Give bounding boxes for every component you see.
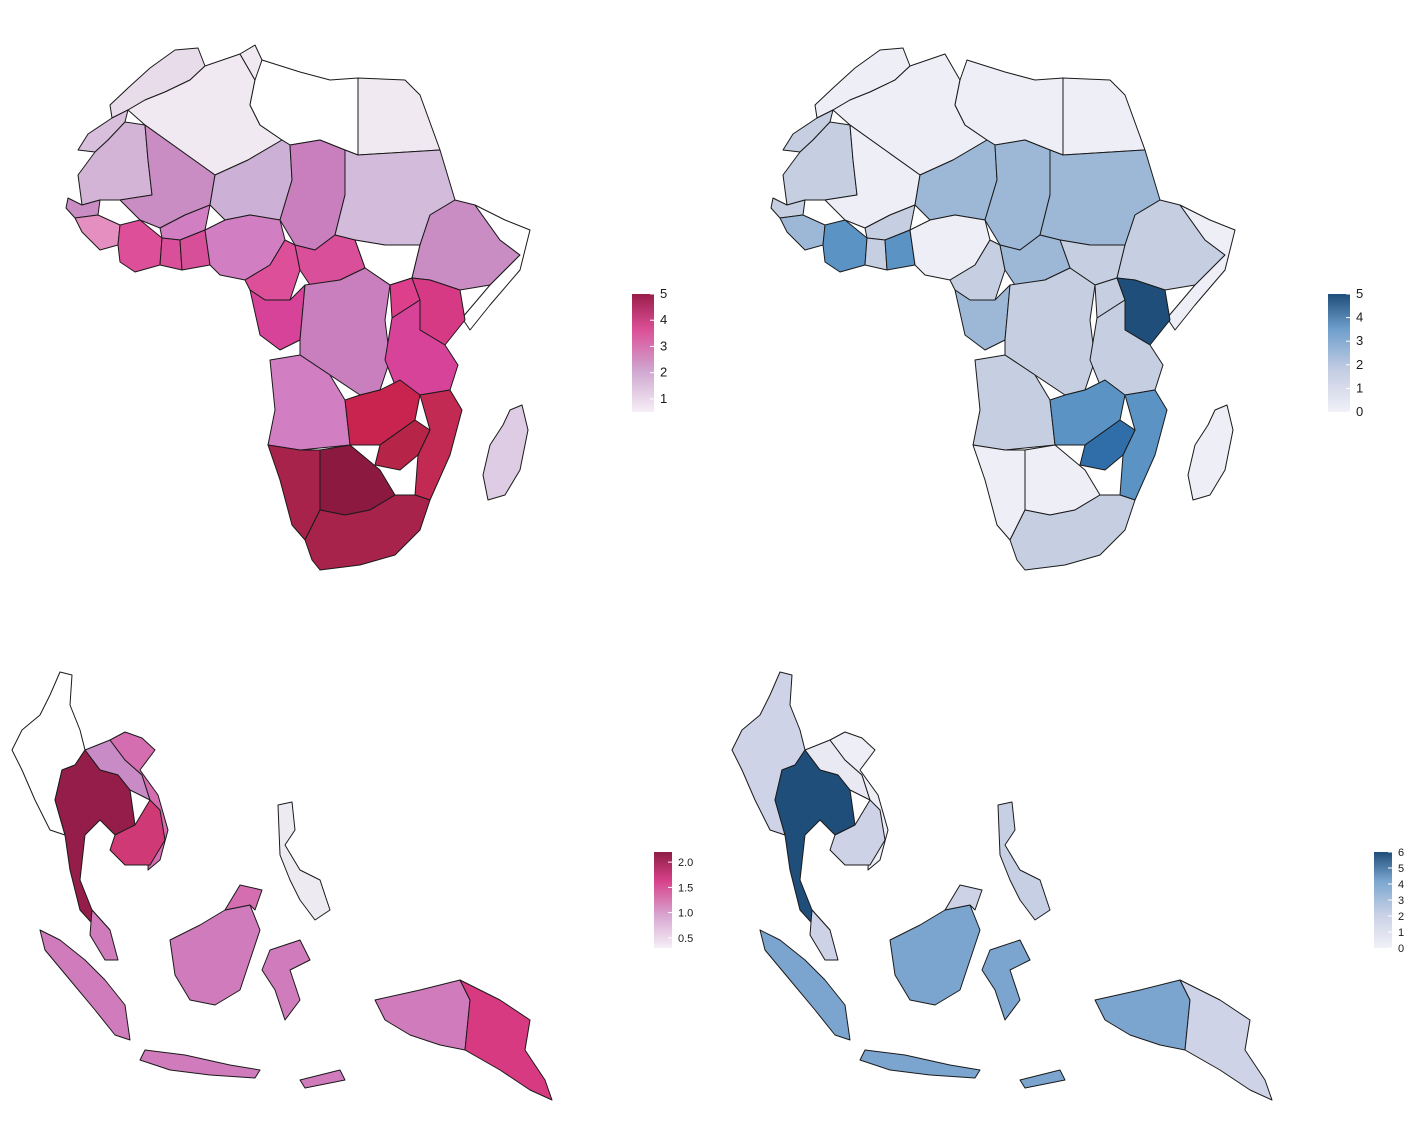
- legend-tick-label: 5: [1356, 286, 1363, 301]
- country-drc: [1004, 267, 1096, 396]
- africa-pink-countries: [65, 44, 531, 571]
- country-south-africa: [304, 494, 431, 571]
- country-png: [1179, 979, 1273, 1101]
- country-timor: [1019, 1069, 1066, 1089]
- country-sulawesi: [981, 939, 1031, 1021]
- country-drc: [299, 267, 391, 396]
- country-guinea: [74, 214, 121, 251]
- map-panel-africa-pink: 5 4 3 2 1: [0, 0, 700, 590]
- legend-ticks: 5 4 3 2 1: [650, 286, 667, 406]
- country-ghana: [864, 237, 888, 271]
- africa-pink-legend: 5 4 3 2 1: [632, 286, 667, 412]
- country-somalia: [1166, 204, 1236, 331]
- country-tanzania: [384, 299, 459, 396]
- africa-pink-map: 5 4 3 2 1: [65, 44, 667, 571]
- africa-blue-map: 5 4 3 2 1 0: [770, 47, 1363, 571]
- legend-tick-label: 4: [1356, 310, 1363, 325]
- legend-tick-label: 0: [1398, 943, 1404, 955]
- country-java: [859, 1049, 981, 1079]
- legend-tick-label: 2: [660, 365, 667, 380]
- legend-ticks: 2.0 1.5 1.0 0.5: [668, 857, 693, 945]
- country-philippines: [997, 801, 1051, 921]
- country-egypt: [357, 77, 441, 156]
- legend-tick-label: 4: [1398, 879, 1404, 891]
- country-papua-indonesia: [374, 979, 471, 1051]
- country-guinea: [779, 214, 826, 251]
- sea-blue-legend: 6 5 4 3 2 1 0: [1374, 847, 1404, 955]
- legend-tick-label: 4: [660, 312, 667, 327]
- map-panel-sea-pink: 2.0 1.5 1.0 0.5: [0, 660, 700, 1136]
- legend-colorbar: [1374, 852, 1392, 948]
- sea-pink-countries: [11, 671, 553, 1101]
- country-sabah: [944, 884, 983, 911]
- country-sabah: [224, 884, 263, 911]
- legend-tick-label: 2: [1356, 357, 1363, 372]
- legend-tick-label: 5: [1398, 863, 1404, 875]
- legend-colorbar: [1328, 294, 1350, 412]
- country-south-africa: [1009, 494, 1136, 571]
- sea-blue-map: 6 5 4 3 2 1 0: [731, 671, 1404, 1101]
- sea-blue-countries: [731, 671, 1273, 1101]
- legend-tick-label: 0: [1356, 404, 1363, 419]
- legend-tick-label: 3: [1398, 895, 1404, 907]
- legend-tick-label: 2: [1398, 911, 1404, 923]
- country-zimbabwe: [1079, 419, 1136, 471]
- legend-tick-label: 1: [1398, 927, 1404, 939]
- country-cambodia: [109, 799, 166, 866]
- legend-colorbar: [654, 852, 672, 948]
- legend-tick-label: 1.5: [678, 882, 693, 894]
- country-malaysia-peninsula: [809, 909, 839, 961]
- map-panel-sea-blue: 6 5 4 3 2 1 0: [700, 660, 1418, 1136]
- country-png: [459, 979, 553, 1101]
- country-sumatra: [39, 929, 131, 1041]
- country-sulawesi: [261, 939, 311, 1021]
- country-timor: [299, 1069, 346, 1089]
- legend-tick-label: 2.0: [678, 857, 693, 869]
- legend-tick-label: 1.0: [678, 908, 693, 920]
- country-zimbabwe: [374, 419, 431, 471]
- country-java: [139, 1049, 261, 1079]
- sea-pink-legend: 2.0 1.5 1.0 0.5: [654, 852, 693, 948]
- country-madagascar: [1187, 404, 1234, 501]
- country-sumatra: [759, 929, 851, 1041]
- legend-ticks: 6 5 4 3 2 1 0: [1388, 847, 1404, 955]
- country-cambodia: [829, 799, 886, 866]
- legend-colorbar: [632, 294, 654, 412]
- legend-tick-label: 0.5: [678, 933, 693, 945]
- map-panel-africa-blue: 5 4 3 2 1 0: [700, 0, 1418, 590]
- country-egypt: [1062, 77, 1146, 156]
- legend-tick-label: 3: [1356, 333, 1363, 348]
- legend-tick-label: 3: [660, 338, 667, 353]
- country-cote-divoire: [117, 219, 163, 273]
- country-somalia: [461, 204, 531, 331]
- africa-blue-countries: [770, 47, 1236, 571]
- country-malaysia-peninsula: [89, 909, 119, 961]
- country-cote-divoire: [822, 219, 868, 273]
- country-thailand: [54, 749, 136, 933]
- sea-pink-map: 2.0 1.5 1.0 0.5: [11, 671, 693, 1101]
- country-papua-indonesia: [1094, 979, 1191, 1051]
- country-tanzania: [1089, 299, 1164, 396]
- legend-ticks: 5 4 3 2 1 0: [1346, 286, 1363, 419]
- country-thailand: [774, 749, 856, 933]
- legend-tick-label: 5: [660, 286, 667, 301]
- country-borneo: [169, 904, 261, 1006]
- country-philippines: [277, 801, 331, 921]
- legend-tick-label: 1: [660, 391, 667, 406]
- africa-blue-legend: 5 4 3 2 1 0: [1328, 286, 1363, 419]
- legend-tick-label: 1: [1356, 380, 1363, 395]
- country-borneo: [889, 904, 981, 1006]
- legend-tick-label: 6: [1398, 847, 1404, 859]
- country-madagascar: [482, 404, 529, 501]
- country-ghana: [159, 237, 183, 271]
